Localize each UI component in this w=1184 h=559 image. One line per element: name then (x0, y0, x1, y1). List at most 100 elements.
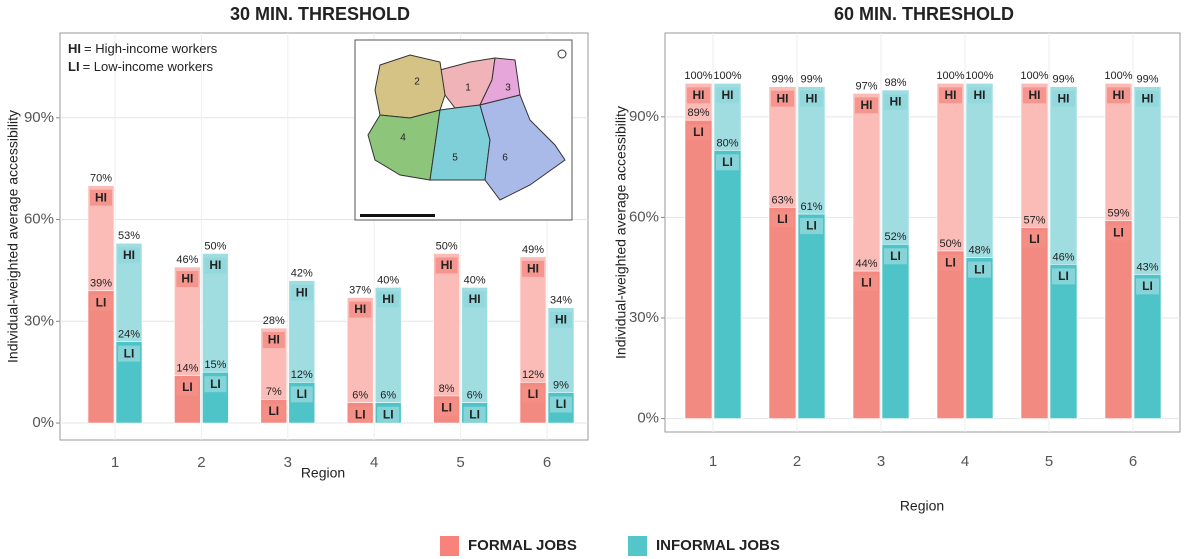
annotation-key: LI (68, 59, 80, 74)
x-tick-label: 5 (1045, 453, 1053, 470)
value-label: 97% (855, 80, 877, 92)
value-label: 100% (1104, 70, 1132, 82)
tag-label: HI (1113, 88, 1125, 102)
x-tick-label: 6 (1129, 453, 1137, 470)
x-axis-label: Region (301, 465, 345, 481)
tag-box (1136, 278, 1159, 295)
map-label: 4 (400, 133, 406, 144)
tag-label: LI (1142, 279, 1153, 293)
tag-label: HI (527, 262, 539, 276)
tag-box (377, 406, 400, 423)
value-label: 46% (1052, 251, 1074, 263)
value-label: 61% (800, 201, 822, 213)
bar (768, 207, 797, 419)
value-label: 57% (1023, 214, 1045, 226)
tag-box (1052, 90, 1075, 107)
tag-label: LI (722, 155, 733, 169)
tag-box (968, 261, 991, 278)
x-tick-label: 2 (197, 454, 205, 471)
tag-box (771, 90, 794, 107)
map-label: 3 (505, 83, 511, 94)
value-label: 12% (522, 369, 544, 381)
value-label: 7% (266, 386, 282, 398)
value-label: 50% (204, 240, 226, 252)
tag-label: HI (268, 333, 280, 347)
map-region (479, 94, 566, 201)
tag-box (349, 406, 372, 423)
map-region (367, 109, 441, 181)
tag-box (1023, 231, 1046, 248)
y-tick-label: 60% (24, 211, 54, 228)
y-tick-label: 30% (24, 312, 54, 329)
y-axis-label: Individual-weighted average accessibilit… (613, 106, 629, 359)
value-label: 6% (352, 390, 368, 402)
tag-label: HI (1029, 88, 1041, 102)
tag-label: LI (890, 249, 901, 263)
y-axis-label: Individual-weighted average accessibilit… (5, 110, 21, 363)
value-label: 98% (884, 77, 906, 89)
value-label: 46% (176, 254, 198, 266)
y-tick-label: 30% (629, 309, 659, 326)
value-label: 99% (1136, 74, 1158, 86)
tag-label: HI (95, 190, 107, 204)
tag-box (1107, 87, 1130, 104)
y-tick-label: 0% (32, 414, 54, 431)
tag-label: HI (181, 272, 193, 286)
map-label: 1 (465, 83, 471, 94)
tag-label: LI (296, 387, 307, 401)
value-label: 44% (855, 258, 877, 270)
bar (684, 119, 713, 419)
x-tick-label: 6 (543, 454, 551, 471)
value-label: 40% (377, 274, 399, 286)
tag-label: HI (441, 258, 453, 272)
value-label: 6% (380, 390, 396, 402)
value-label: 49% (522, 244, 544, 256)
tag-label: LI (777, 212, 788, 226)
value-label: 28% (263, 315, 285, 327)
map-region (374, 54, 446, 119)
y-tick-label: 0% (637, 410, 659, 427)
tag-label: LI (182, 380, 193, 394)
x-axis-label: Region (900, 498, 944, 514)
tag-box (204, 376, 227, 393)
legend-label: FORMAL JOBS (468, 537, 577, 554)
bar (87, 290, 115, 424)
tag-box (377, 291, 400, 308)
tag-box (176, 379, 199, 396)
tag-label: LI (806, 219, 817, 233)
tag-label: HI (209, 258, 221, 272)
tag-box (1052, 268, 1075, 285)
bar (433, 253, 460, 424)
tag-box (176, 271, 199, 288)
compass (557, 49, 567, 59)
value-label: 15% (204, 359, 226, 371)
bar (852, 270, 881, 419)
value-label: 100% (965, 70, 993, 82)
value-label: 99% (771, 74, 793, 86)
value-label: 70% (90, 173, 112, 185)
tag-box (855, 275, 878, 292)
value-label: 63% (771, 194, 793, 206)
tag-label: HI (354, 302, 366, 316)
bar (1049, 264, 1078, 419)
map-label: 6 (502, 153, 508, 164)
tag-box (884, 248, 907, 265)
tag-box (463, 291, 486, 308)
tag-box (262, 332, 285, 349)
tag-label: LI (528, 387, 539, 401)
value-label: 34% (550, 295, 572, 307)
value-label: 12% (291, 369, 313, 381)
value-label: 99% (800, 74, 822, 86)
value-label: 99% (1052, 74, 1074, 86)
value-label: 42% (291, 267, 313, 279)
plot-frame (664, 32, 1181, 433)
tag-label: LI (355, 407, 366, 421)
bar (461, 287, 488, 424)
chart-title: 30 MIN. THRESHOLD (230, 4, 410, 24)
tag-box (968, 87, 991, 104)
tag-label: LI (383, 407, 394, 421)
value-label: 59% (1107, 208, 1129, 220)
value-label: 89% (687, 107, 709, 119)
bar (797, 213, 826, 419)
tag-label: HI (890, 95, 902, 109)
